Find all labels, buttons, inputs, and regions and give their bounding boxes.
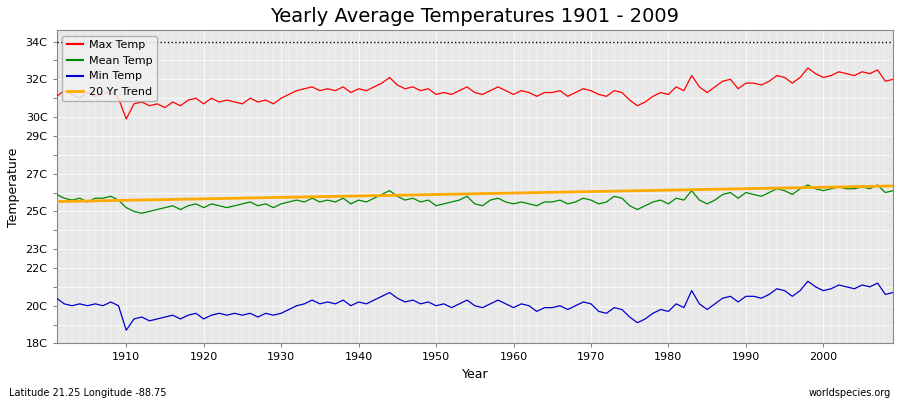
Text: worldspecies.org: worldspecies.org <box>809 388 891 398</box>
Text: Latitude 21.25 Longitude -88.75: Latitude 21.25 Longitude -88.75 <box>9 388 166 398</box>
Title: Yearly Average Temperatures 1901 - 2009: Yearly Average Temperatures 1901 - 2009 <box>270 7 680 26</box>
Legend: Max Temp, Mean Temp, Min Temp, 20 Yr Trend: Max Temp, Mean Temp, Min Temp, 20 Yr Tre… <box>62 36 157 101</box>
Y-axis label: Temperature: Temperature <box>7 147 20 226</box>
X-axis label: Year: Year <box>462 368 488 381</box>
